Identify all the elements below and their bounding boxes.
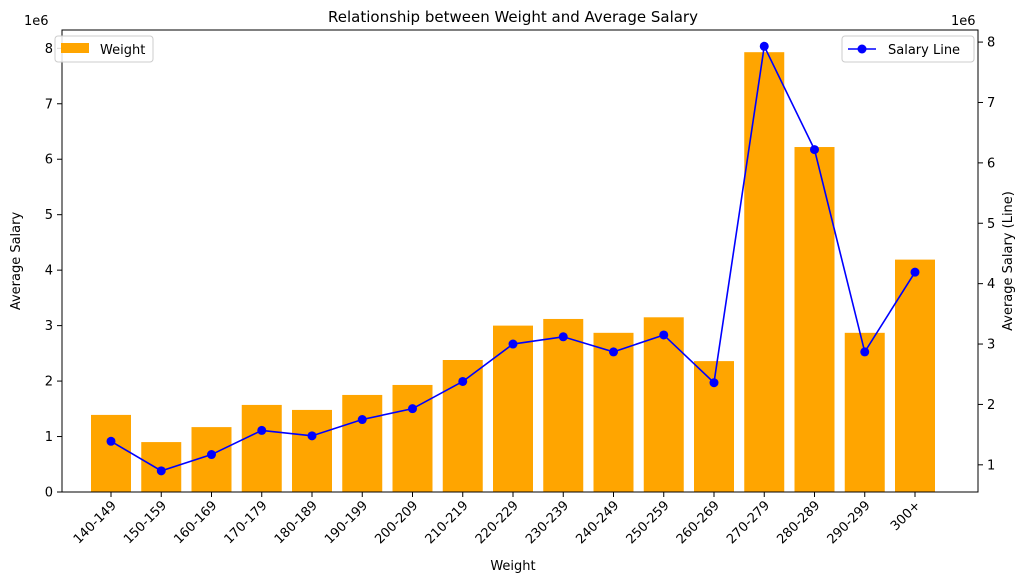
line-point-300+: [910, 267, 920, 277]
left-y-tick-label: 1: [45, 430, 53, 445]
x-tick-label: 200-209: [372, 498, 421, 547]
right-y-tick-label: 3: [987, 338, 995, 353]
left-axis-offset-label: 1e6: [24, 14, 49, 29]
left-y-tick-label: 4: [45, 264, 53, 279]
line-point-160-169: [207, 450, 216, 460]
line-point-220-229: [508, 339, 518, 349]
left-y-tick-label: 3: [45, 319, 53, 334]
right-y-tick-label: 2: [987, 398, 995, 413]
left-y-tick-label: 0: [45, 486, 53, 501]
legend-bars-label: Weight: [100, 43, 145, 58]
legend-bars-frame: [54, 35, 154, 63]
legend-bars: Weight: [54, 35, 154, 63]
x-tick-label: 300+: [888, 498, 924, 534]
line-point-250-259: [659, 330, 669, 340]
right-y-axis-ticks: 1 2 3 4 5 6 7 8: [978, 36, 995, 473]
left-y-tick-label: 6: [45, 153, 53, 168]
bar-180-189: [292, 409, 332, 492]
x-tick-label: 290-299: [825, 498, 874, 547]
bar-290-299: [844, 332, 885, 492]
x-tick-label: 160-169: [171, 498, 220, 547]
x-tick-label: 140-149: [71, 498, 120, 547]
legend-line-frame: [841, 35, 975, 63]
x-tick-label: 190-199: [322, 498, 371, 547]
x-tick-label: 270-279: [724, 498, 773, 547]
legend-line-label: Salary Line: [888, 43, 960, 58]
line-point-200-209: [408, 404, 417, 414]
right-axis-offset-label: 1e6: [951, 14, 976, 29]
left-y-tick-label: 5: [45, 208, 53, 223]
bar-200-209: [392, 384, 433, 492]
x-tick-label: 170-179: [222, 498, 271, 547]
line-point-180-189: [307, 431, 317, 441]
bar-190-199: [342, 394, 383, 492]
x-tick-label: 150-159: [121, 498, 170, 547]
bar-270-279: [744, 52, 785, 492]
line-point-270-279: [759, 41, 769, 51]
line-point-150-159: [156, 466, 166, 476]
x-tick-label: 220-229: [473, 498, 522, 547]
left-y-axis-ticks: 0 1 2 3 4 5 6 7 8: [45, 42, 62, 501]
bar-280-289: [794, 147, 835, 492]
line-point-210-219: [458, 376, 468, 386]
left-y-axis-title: Average Salary: [9, 212, 24, 311]
bar-220-229: [493, 325, 533, 492]
left-y-tick-label: 2: [45, 375, 53, 390]
line-point-280-289: [810, 145, 819, 155]
line-point-240-249: [609, 347, 618, 357]
x-tick-label: 260-269: [674, 498, 723, 547]
bar-170-179: [241, 404, 282, 492]
x-tick-label: 240-249: [573, 498, 622, 547]
line-point-290-299: [860, 347, 870, 357]
right-y-tick-label: 8: [987, 36, 995, 51]
line-point-170-179: [257, 425, 267, 435]
bar-250-259: [643, 317, 684, 492]
plot-frame: [61, 29, 979, 493]
right-y-tick-label: 6: [987, 156, 995, 171]
x-tick-label: 180-189: [272, 498, 321, 547]
right-y-tick-label: 7: [987, 96, 995, 111]
line-point-260-269: [709, 378, 719, 388]
legend-bars-swatch: [61, 43, 89, 53]
bar-300+: [895, 259, 935, 492]
bar-140-149: [91, 414, 131, 492]
right-y-tick-label: 5: [987, 217, 995, 232]
line-series: [106, 41, 920, 476]
chart-title: Relationship between Weight and Average …: [328, 8, 698, 26]
bar-230-239: [543, 318, 584, 492]
x-axis-ticks: 140-149 150-159 160-169 170-179 180-189 190-1…: [71, 492, 924, 547]
x-axis-title: Weight: [490, 559, 535, 574]
x-tick-label: 210-219: [423, 498, 472, 547]
legend-line-marker: [857, 44, 867, 54]
line-point-230-239: [558, 332, 568, 342]
x-tick-label: 250-259: [624, 498, 673, 547]
right-y-tick-label: 4: [987, 277, 995, 292]
x-tick-label: 230-239: [523, 498, 572, 547]
right-y-axis-title: Average Salary (Line): [1001, 191, 1016, 331]
left-y-tick-label: 7: [45, 97, 53, 112]
bar-240-249: [593, 332, 634, 492]
line-point-140-149: [106, 436, 116, 446]
x-tick-label: 280-289: [774, 498, 823, 547]
legend-line: Salary Line: [841, 35, 975, 63]
line-point-190-199: [357, 415, 367, 425]
right-y-tick-label: 1: [987, 458, 995, 473]
bar-series: [91, 52, 935, 492]
left-y-tick-label: 8: [45, 42, 53, 57]
